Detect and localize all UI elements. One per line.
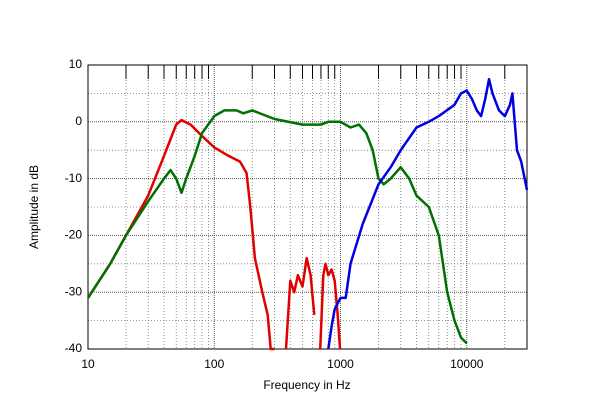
y-axis-label: Amplitude in dB: [27, 165, 41, 249]
y-tick-label: -40: [65, 341, 83, 355]
y-tick-label: -30: [65, 284, 83, 298]
y-tick-label: -10: [65, 171, 83, 185]
y-tick-label: 10: [69, 57, 83, 71]
series-line: [327, 77, 529, 350]
x-tick-label: 1000: [327, 357, 354, 371]
series-line: [86, 118, 342, 351]
x-axis-label: Frequency in Hz: [263, 378, 350, 392]
y-tick-label: 0: [75, 114, 82, 128]
y-tick-label: -20: [65, 228, 83, 242]
x-tick-label: 10000: [450, 357, 484, 371]
x-tick-label: 10: [81, 357, 95, 371]
series-line: [86, 109, 468, 345]
x-tick-label: 100: [204, 357, 224, 371]
plot-frame: [87, 64, 528, 350]
